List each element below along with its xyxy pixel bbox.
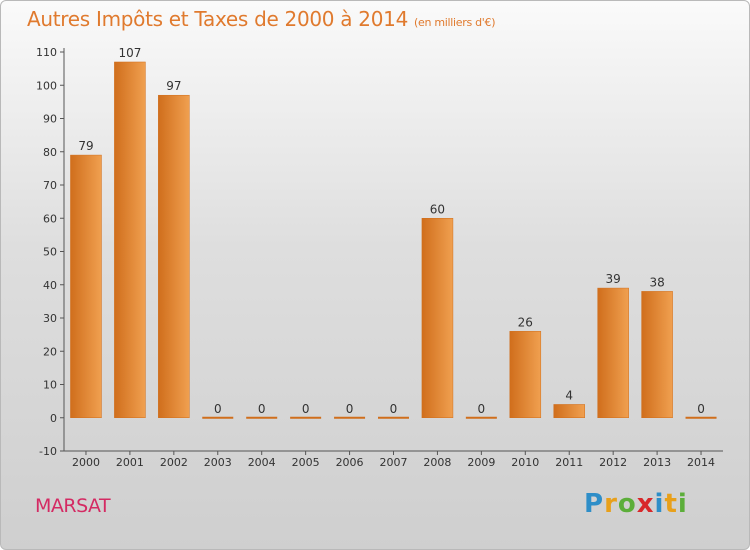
chart-title-text: Autres Impôts et Taxes de 2000 à 2014 [27, 7, 408, 31]
x-tick-label: 2003 [204, 456, 232, 469]
logo-letter: o [617, 489, 637, 519]
y-tick-label: 70 [43, 179, 57, 192]
bar [70, 154, 102, 418]
data-label: 60 [430, 202, 445, 216]
data-label: 39 [606, 272, 621, 286]
data-label: 0 [390, 402, 398, 416]
logo-letter: x [636, 489, 655, 519]
logo-letter: i [654, 489, 665, 519]
x-tick-label: 2009 [467, 456, 495, 469]
data-label: 26 [518, 315, 533, 329]
data-label: 79 [78, 139, 93, 153]
bar [114, 61, 146, 418]
data-label: 107 [118, 46, 141, 60]
x-tick-label: 2011 [555, 456, 583, 469]
data-label: 4 [565, 388, 573, 402]
data-label: 38 [649, 275, 664, 289]
x-tick-label: 2012 [599, 456, 627, 469]
data-label: 0 [258, 402, 266, 416]
bar [421, 218, 454, 418]
logo-letter: i [677, 489, 688, 519]
chart-title: Autres Impôts et Taxes de 2000 à 2014 (en… [27, 7, 495, 31]
y-tick-label: -10 [39, 445, 57, 458]
x-tick-label: 2001 [116, 456, 144, 469]
data-label: 0 [697, 402, 705, 416]
logo-letter: t [664, 489, 678, 519]
data-label: 97 [166, 79, 181, 93]
x-tick-label: 2005 [292, 456, 320, 469]
x-tick-label: 2007 [380, 456, 408, 469]
x-tick-label: 2000 [72, 456, 100, 469]
bar [158, 94, 190, 418]
data-label: 0 [346, 402, 354, 416]
x-tick-label: 2002 [160, 456, 188, 469]
y-tick-label: 80 [43, 146, 57, 159]
y-tick-label: 60 [43, 212, 57, 225]
y-tick-label: 10 [43, 379, 57, 392]
x-tick-label: 2013 [643, 456, 671, 469]
logo-letter: r [604, 489, 618, 519]
x-tick-label: 2004 [248, 456, 276, 469]
y-tick-label: 90 [43, 113, 57, 126]
y-tick-label: 40 [43, 279, 57, 292]
x-tick-label: 2008 [423, 456, 451, 469]
bar [597, 287, 629, 419]
place-name: MARSAT [35, 495, 111, 517]
logo-letter: P [584, 489, 605, 519]
bar [509, 331, 542, 418]
y-tick-label: 0 [50, 412, 57, 425]
proxiti-logo: Proxiti [584, 489, 688, 519]
y-tick-label: 50 [43, 246, 57, 259]
chart-subtitle: (en milliers d'€) [414, 16, 496, 29]
x-tick-label: 2010 [511, 456, 539, 469]
y-tick-label: 100 [36, 79, 57, 92]
data-label: 0 [302, 402, 310, 416]
y-tick-label: 20 [43, 345, 57, 358]
bar [553, 404, 585, 419]
x-tick-label: 2014 [687, 456, 715, 469]
bar [641, 291, 673, 418]
data-label: 0 [214, 402, 222, 416]
data-label: 0 [478, 402, 486, 416]
y-tick-label: 30 [43, 312, 57, 325]
x-tick-label: 2006 [336, 456, 364, 469]
y-tick-label: 110 [36, 46, 57, 59]
